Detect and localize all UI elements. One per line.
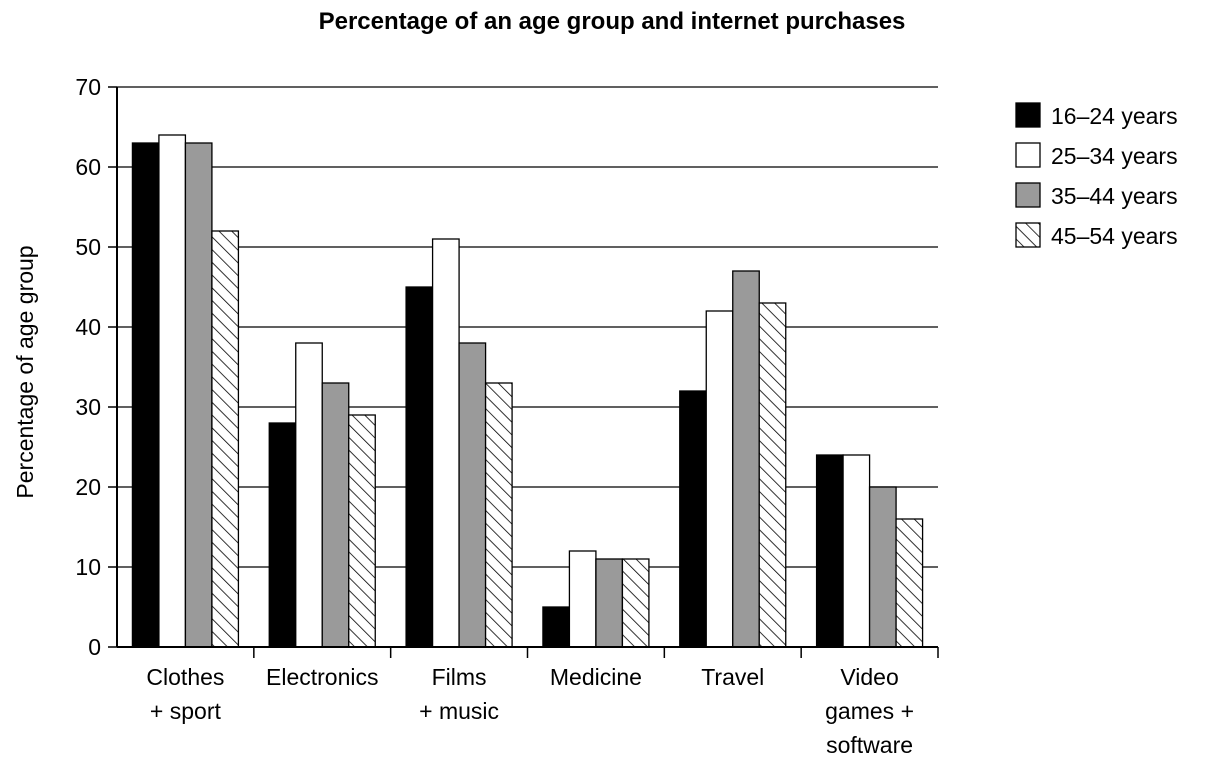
axis-labels: 0 10 20 30 40 50 60 70 Clothes + sport Electronics…	[12, 74, 914, 758]
y-tick-label: 30	[75, 394, 101, 420]
x-tick-label: Electronics	[266, 664, 378, 690]
legend-swatch	[1015, 102, 1041, 128]
bar	[211, 230, 240, 648]
bar	[321, 382, 350, 648]
x-tick-label: + sport	[150, 698, 222, 724]
legend-swatch	[1015, 222, 1041, 248]
chart-title: Percentage of an age group and internet …	[318, 8, 906, 35]
bar	[158, 134, 187, 648]
y-tick-label: 70	[75, 74, 101, 100]
bar	[705, 310, 734, 648]
bar	[184, 142, 213, 648]
bar	[895, 518, 924, 648]
x-tick-label: Medicine	[550, 664, 642, 690]
bar	[295, 342, 323, 648]
y-axis-label: Percentage of age group	[12, 245, 38, 498]
bar	[568, 550, 597, 648]
bar	[732, 270, 760, 648]
legend-label: 35–44 years	[1051, 183, 1178, 209]
bar	[268, 422, 297, 648]
x-tick-label: + music	[419, 698, 499, 724]
axes	[108, 86, 939, 658]
bar	[484, 382, 513, 648]
x-tick-label: Films	[432, 664, 487, 690]
gridlines	[117, 86, 938, 568]
bar	[405, 286, 434, 648]
y-tick-label: 10	[75, 554, 101, 580]
bar	[431, 238, 460, 648]
bar	[348, 414, 376, 648]
y-tick-label: 0	[88, 634, 101, 660]
y-tick-label: 40	[75, 314, 101, 340]
y-tick-label: 20	[75, 474, 101, 500]
bar	[758, 302, 787, 648]
x-tick-label: Clothes	[146, 664, 224, 690]
legend-swatch	[1015, 182, 1041, 208]
legend: 16–24 years 25–34 years 35–44 years 45–54 y…	[1015, 102, 1178, 249]
y-tick-label: 60	[75, 154, 101, 180]
x-tick-label: games +	[825, 698, 914, 724]
legend-label: 25–34 years	[1051, 143, 1178, 169]
legend-item: 45–54 years	[1015, 222, 1178, 249]
bar	[815, 454, 844, 648]
bar	[842, 454, 871, 648]
legend-label: 45–54 years	[1051, 223, 1178, 249]
x-tick-label: Travel	[701, 664, 764, 690]
bars	[131, 134, 924, 648]
bar	[458, 342, 487, 648]
bar	[595, 558, 624, 648]
legend-swatch	[1015, 142, 1041, 168]
x-tick-label: software	[826, 732, 913, 758]
legend-label: 16–24 years	[1051, 103, 1178, 129]
legend-item: 25–34 years	[1015, 142, 1178, 169]
bar	[131, 142, 160, 648]
y-tick-label: 50	[75, 234, 101, 260]
legend-item: 35–44 years	[1015, 182, 1178, 209]
legend-item: 16–24 years	[1015, 102, 1178, 129]
bar	[621, 558, 650, 648]
bar	[868, 486, 897, 648]
bar	[542, 606, 571, 648]
bar	[679, 390, 707, 648]
x-tick-label: Video	[840, 664, 898, 690]
